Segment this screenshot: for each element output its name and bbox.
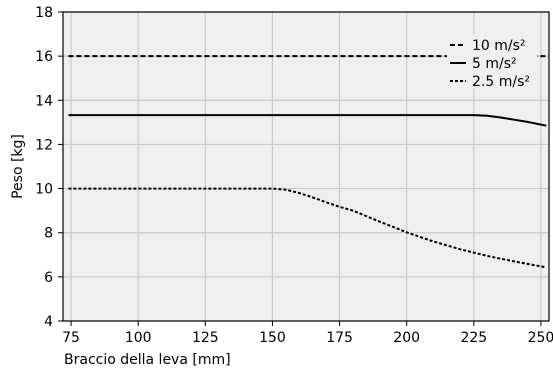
x-tick-label: 250 — [528, 330, 553, 346]
x-tick-label: 125 — [192, 330, 219, 346]
y-tick-label: 14 — [35, 93, 53, 109]
series-line-2 — [68, 114, 547, 127]
y-tick-label: 6 — [44, 270, 53, 286]
plot-frame — [62, 11, 550, 322]
y-tick-label: 10 — [35, 182, 53, 198]
legend-label-3: 2.5 m/s² — [472, 74, 530, 90]
y-tick-label: 4 — [44, 314, 53, 330]
legend-box — [447, 34, 537, 88]
x-tick-label: 225 — [460, 330, 487, 346]
series-line-3 — [68, 187, 547, 269]
legend-label-1: 10 m/s² — [472, 38, 526, 54]
y-tick-label: 18 — [35, 5, 53, 21]
x-tick-label: 75 — [62, 330, 80, 346]
y-tick-label: 8 — [44, 226, 53, 242]
y-axis-title: Peso [kg] — [10, 134, 26, 199]
x-tick-label: 100 — [125, 330, 152, 346]
x-tick-label: 150 — [259, 330, 286, 346]
x-tick-label: 200 — [393, 330, 420, 346]
x-tick-label: 175 — [326, 330, 353, 346]
y-tick-label: 12 — [35, 137, 53, 153]
x-axis-title: Braccio della leva [mm] — [64, 352, 231, 368]
legend-label-2: 5 m/s² — [472, 56, 517, 72]
y-tick-label: 16 — [35, 49, 53, 65]
